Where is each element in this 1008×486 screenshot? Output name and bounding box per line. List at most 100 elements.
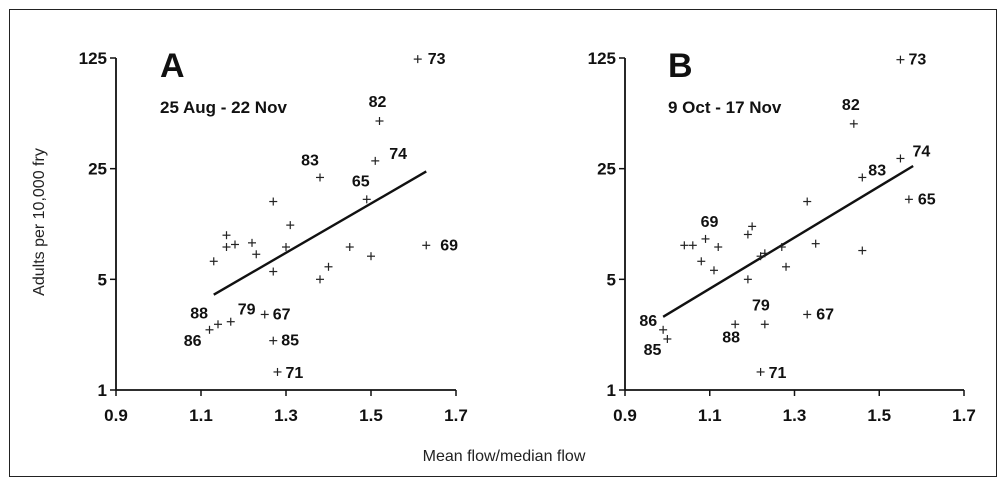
- data-point: [858, 246, 867, 255]
- data-point: [777, 243, 786, 252]
- data-point: [282, 243, 290, 252]
- point-label: 88: [190, 305, 208, 322]
- data-point: [260, 310, 269, 319]
- data-point: [273, 367, 282, 376]
- data-point: [680, 241, 689, 250]
- y-tick-label: 5: [98, 270, 107, 289]
- panel-a: 0.9 1.1 1.3 1.5 1.7 1 5 25 125 A 25 Aug - 22 Nov 73…: [79, 47, 468, 425]
- point-label: 79: [238, 302, 256, 319]
- x-tick-label: 1.1: [189, 406, 213, 425]
- data-point: [709, 266, 718, 275]
- point-label: 65: [352, 173, 370, 190]
- point-label: 73: [908, 52, 926, 69]
- data-point: [811, 239, 820, 248]
- data-point: [743, 230, 752, 239]
- data-point: [375, 117, 384, 126]
- data-point: [688, 241, 697, 250]
- data-point: [222, 243, 231, 252]
- data-point: [422, 241, 431, 250]
- x-tick-label: 1.5: [359, 406, 383, 425]
- data-point: [896, 55, 905, 64]
- x-tick-label: 1.3: [274, 406, 298, 425]
- y-tick-label: 1: [98, 381, 107, 400]
- point-label: 67: [816, 306, 834, 323]
- data-point: [248, 238, 256, 247]
- regression-line: [213, 170, 427, 296]
- y-tick-label: 125: [588, 49, 616, 68]
- data-point: [782, 262, 791, 271]
- point-label: 86: [639, 313, 657, 330]
- point-label: 86: [184, 333, 202, 350]
- y-tick-label: 25: [597, 160, 616, 179]
- x-tick-label: 1.7: [444, 406, 468, 425]
- point-label: 74: [389, 146, 407, 163]
- data-point: [371, 156, 380, 165]
- data-point: [226, 317, 235, 326]
- regression-line: [662, 164, 914, 318]
- point-label: 79: [752, 297, 770, 314]
- x-tick-label: 1.5: [867, 406, 891, 425]
- point-label: 67: [273, 306, 291, 323]
- point-label: 73: [428, 51, 446, 68]
- data-point: [743, 275, 752, 284]
- data-point: [701, 234, 710, 243]
- panel-b: 0.9 1.1 1.3 1.5 1.7 1 5 25 125 B 9 Oct - 17 Nov 73 8…: [588, 47, 976, 425]
- point-label: 69: [701, 214, 719, 231]
- data-point: [858, 173, 867, 182]
- data-point: [659, 325, 668, 334]
- x-tick-label: 1.3: [783, 406, 807, 425]
- x-axis-label: Mean flow/median flow: [422, 448, 586, 465]
- data-point: [697, 257, 706, 266]
- point-label: 71: [286, 365, 304, 382]
- data-point: [231, 240, 239, 249]
- figure-frame: [9, 9, 997, 477]
- data-point: [896, 154, 905, 163]
- data-point: [324, 262, 333, 271]
- point-label: 85: [281, 333, 299, 350]
- data-point: [367, 252, 375, 261]
- point-label: 83: [301, 152, 319, 169]
- data-point: [205, 325, 214, 334]
- point-label: 71: [769, 365, 787, 382]
- x-tick-label: 0.9: [104, 406, 128, 425]
- data-point: [286, 221, 295, 230]
- data-point: [803, 197, 812, 206]
- point-label: 69: [440, 237, 458, 254]
- data-point: [904, 195, 913, 204]
- data-point: [252, 250, 261, 259]
- y-tick-label: 5: [607, 270, 616, 289]
- data-point: [362, 195, 371, 204]
- data-point: [316, 275, 324, 284]
- data-point: [209, 257, 218, 266]
- data-point: [714, 243, 723, 252]
- y-tick-label: 25: [88, 160, 107, 179]
- data-point: [760, 320, 769, 329]
- point-label: 83: [868, 162, 886, 179]
- point-label: 82: [369, 94, 387, 111]
- panel-subtitle: 9 Oct - 17 Nov: [668, 98, 782, 117]
- data-point: [748, 222, 757, 231]
- panel-subtitle: 25 Aug - 22 Nov: [160, 98, 287, 117]
- y-tick-label: 1: [607, 381, 616, 400]
- data-point: [214, 320, 222, 329]
- x-tick-label: 1.7: [952, 406, 976, 425]
- data-point: [756, 252, 765, 261]
- data-point: [345, 243, 354, 252]
- data-point: [269, 267, 278, 276]
- point-label: 85: [644, 342, 662, 359]
- x-tick-label: 1.1: [698, 406, 722, 425]
- point-label: 82: [842, 97, 860, 114]
- data-point: [269, 197, 278, 206]
- panel-letter: A: [160, 47, 185, 85]
- panel-letter: B: [668, 47, 693, 85]
- point-label: 74: [912, 143, 930, 160]
- data-point: [849, 119, 858, 128]
- y-tick-label: 125: [79, 49, 107, 68]
- data-point: [413, 55, 422, 64]
- point-label: 65: [918, 191, 936, 208]
- data-point: [731, 320, 740, 329]
- x-tick-label: 0.9: [613, 406, 637, 425]
- data-point: [222, 231, 231, 240]
